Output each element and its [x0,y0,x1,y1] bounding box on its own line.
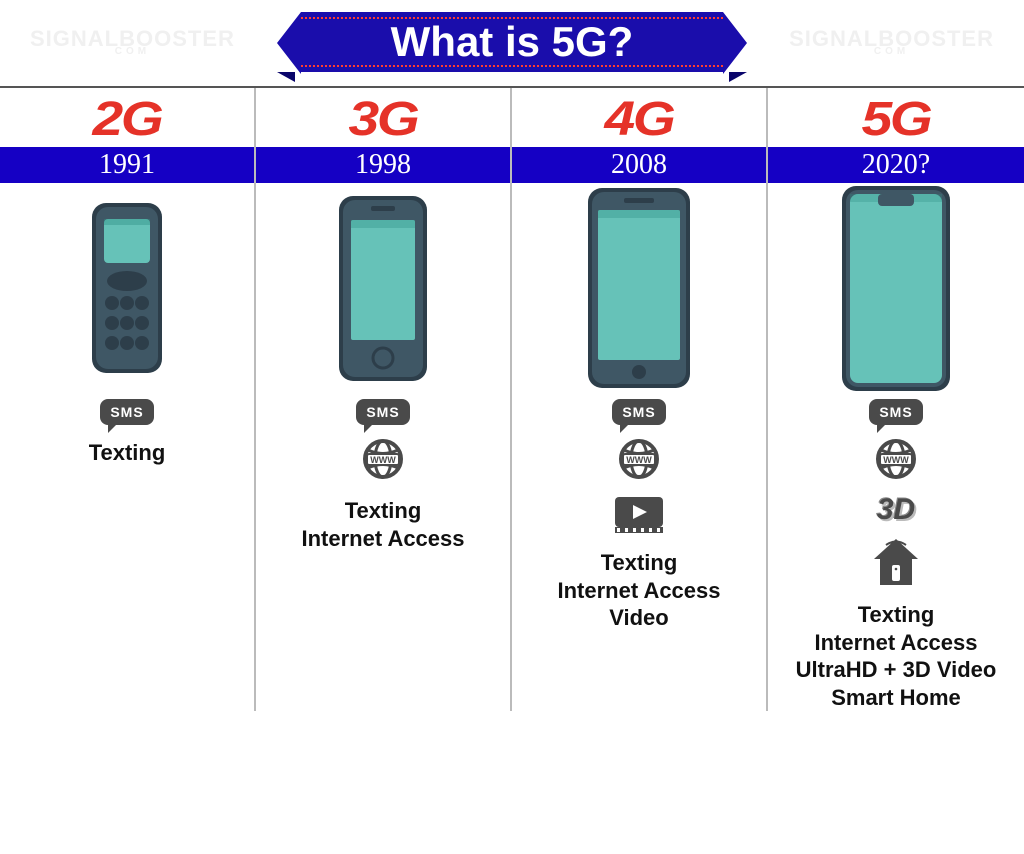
three-d-icon: 3D [877,493,915,527]
capability-icons: SMS [100,393,153,435]
sms-icon: SMS [356,399,409,425]
generation-column-5g: 5G 2020? SMS WWW 3D TextingInternet A [768,88,1024,711]
capability-icons: SMS WWW [612,393,665,545]
phone-illustration [840,183,952,393]
sms-icon: SMS [612,399,665,425]
phone-4g-icon [584,188,694,388]
generation-label: 2G [92,88,161,147]
feature-line: Texting [301,497,464,525]
phone-illustration [82,183,172,393]
sms-icon: SMS [100,399,153,425]
sms-icon: SMS [869,399,922,425]
watermark-right: SIGNALBOOSTERCOM [789,30,994,56]
phone-3g-icon [333,196,433,381]
title-banner: What is 5G? [301,12,724,72]
year-bar: 1991 [0,147,254,183]
feature-line: UltraHD + 3D Video [796,656,997,684]
generation-column-2g: 2G 1991 SMS Texting [0,88,256,711]
watermark-left: SIGNALBOOSTERCOM [30,30,235,56]
feature-list: TextingInternet Access [295,493,470,552]
year-bar: 2008 [512,147,766,183]
feature-line: Texting [796,601,997,629]
www-icon: WWW [615,435,663,483]
generation-column-4g: 4G 2008 SMS WWW TextingInternet [512,88,768,711]
feature-list: TextingInternet AccessUltraHD + 3D Video… [790,597,1003,711]
capability-icons: SMS WWW 3D [869,393,922,597]
year-bar: 2020? [768,147,1024,183]
phone-5g-icon [840,186,952,391]
title-text: What is 5G? [391,18,634,66]
generation-label: 5G [861,88,930,147]
generation-label: 4G [604,88,673,147]
generations-grid: 2G 1991 SMS Texting 3G 1998 SMS [0,86,1024,711]
feature-line: Internet Access [301,525,464,553]
generation-label: 3G [348,88,417,147]
svg-text:WWW: WWW [883,455,909,465]
phone-illustration [584,183,694,393]
feature-line: Texting [89,439,166,467]
feature-line: Texting [557,549,720,577]
year-bar: 1998 [256,147,510,183]
feature-line: Video [557,604,720,632]
phone-illustration [333,183,433,393]
www-icon: WWW [872,435,920,483]
feature-list: TextingInternet AccessVideo [551,545,726,632]
video-icon [613,493,665,535]
feature-line: Smart Home [796,684,997,712]
svg-text:WWW: WWW [626,455,652,465]
svg-text:WWW: WWW [370,455,396,465]
feature-list: Texting [83,435,172,467]
www-icon: WWW [359,435,407,483]
generation-column-3g: 3G 1998 SMS WWW TextingInternet Access [256,88,512,711]
smart-home-icon [870,537,922,587]
feature-line: Internet Access [557,577,720,605]
feature-line: Internet Access [796,629,997,657]
phone-2g-icon [82,203,172,373]
capability-icons: SMS WWW [356,393,409,493]
